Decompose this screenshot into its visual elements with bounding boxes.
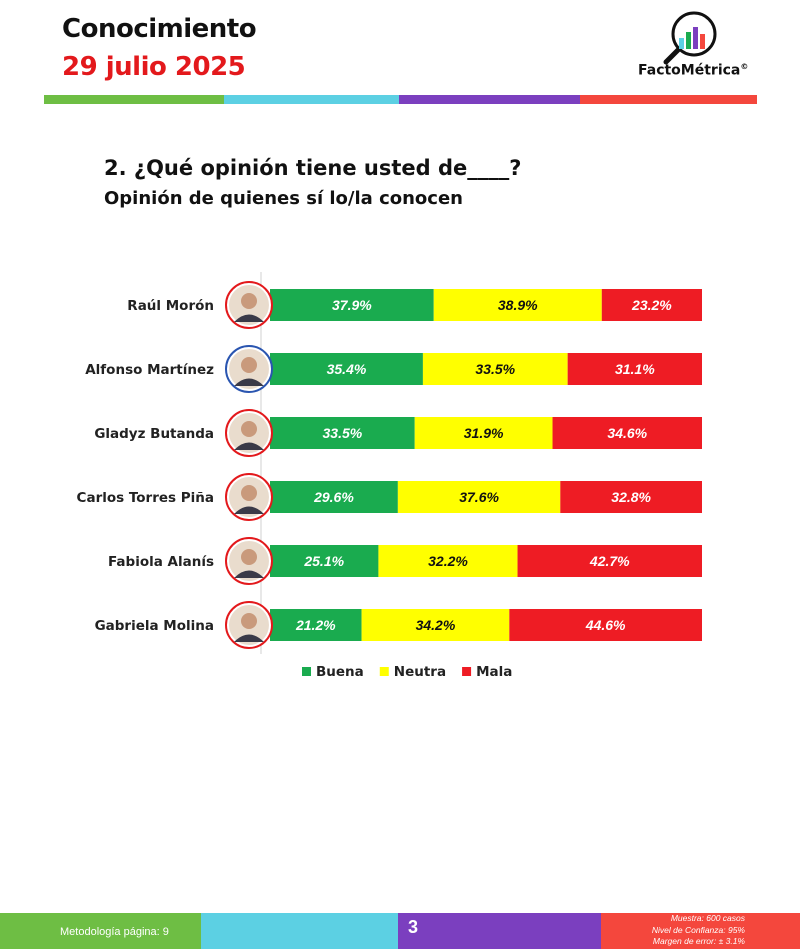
question-subtitle: Opinión de quienes sí lo/la conocen [104, 188, 463, 209]
candidate-face [241, 421, 257, 437]
data-label: 32.8% [611, 489, 651, 505]
bar-mala [552, 417, 702, 449]
data-label: 38.9% [498, 297, 538, 313]
bar-neutra [378, 545, 518, 577]
bar-neutra [361, 609, 510, 641]
category-label: Gabriela Molina [95, 618, 214, 634]
candidate-shoulders [234, 378, 264, 386]
data-label: 23.2% [631, 297, 672, 313]
bar-buena [270, 353, 423, 385]
data-label: 25.1% [303, 553, 344, 569]
bar-buena [270, 417, 415, 449]
page-title: Conocimiento [62, 14, 257, 44]
opinion-stacked-bar-chart: 37.9% 38.9% 23.2% Raúl Morón 35.4% 33.5% 31.1%… [77, 272, 702, 680]
bar-neutra [422, 353, 568, 385]
bar-buena [270, 289, 434, 321]
header-stripe-purple [399, 95, 580, 104]
brand-logo: FactoMétrica© [632, 10, 762, 85]
footer-segment-cyan [201, 913, 398, 949]
legend-label-mala: Mala [476, 664, 512, 680]
bar-neutra [397, 481, 561, 513]
data-label: 37.6% [459, 489, 499, 505]
footer-segment-purple [398, 913, 601, 949]
data-label: 31.9% [464, 425, 504, 441]
data-label: 33.5% [475, 361, 515, 377]
question-text: 2. ¿Qué opinión tiene usted de____? [104, 156, 522, 180]
bar-mala [601, 289, 702, 321]
magnifier-chart-icon [663, 11, 717, 65]
candidate-shoulders [234, 634, 264, 642]
brand-name: FactoMétrica© [638, 62, 749, 79]
data-label: 29.6% [313, 489, 354, 505]
header-stripe-cyan [224, 95, 399, 104]
page-number: 3 [408, 917, 419, 937]
candidate-shoulders [234, 314, 264, 322]
candidate-face [241, 485, 257, 501]
footer-segment-green [0, 913, 201, 949]
category-label: Alfonso Martínez [85, 362, 214, 378]
bar-neutra [433, 289, 602, 321]
legend-label-neutra: Neutra [394, 664, 446, 680]
confidence-note: Nivel de Confianza: 95% [651, 924, 745, 935]
category-label: Fabiola Alanís [108, 554, 214, 570]
bar-mala [560, 481, 702, 513]
bar-neutra [414, 417, 553, 449]
legend-label-buena: Buena [316, 664, 364, 680]
bar-mala [517, 545, 702, 577]
data-label: 34.2% [416, 617, 456, 633]
sample-notes: Muestra: 600 casos Nivel de Confianza: 9… [652, 913, 745, 948]
candidate-face [241, 293, 257, 309]
page-date: 29 julio 2025 [62, 52, 246, 82]
bar-buena [270, 481, 398, 513]
legend-swatch-buena [302, 667, 311, 676]
margin-error-note: Margen de error: ± 3.1% [652, 936, 745, 946]
data-label: 31.1% [615, 361, 655, 377]
header-stripe-green [44, 95, 224, 104]
bar-buena [270, 609, 362, 641]
data-label: 42.7% [589, 553, 630, 569]
data-label: 33.5% [323, 425, 363, 441]
candidate-shoulders [234, 570, 264, 578]
category-label: Carlos Torres Piña [77, 490, 214, 506]
bar-mala [567, 353, 702, 385]
category-label: Raúl Morón [127, 298, 214, 314]
data-label: 21.2% [295, 617, 336, 633]
data-label: 34.6% [607, 425, 647, 441]
legend-swatch-neutra [379, 667, 389, 676]
legend-swatch-mala [462, 667, 472, 676]
data-label: 32.2% [428, 553, 468, 569]
candidate-shoulders [234, 442, 264, 450]
header-stripe-coral [580, 95, 757, 104]
bar-buena [270, 545, 379, 577]
methodology-note: Metodología página: 9 [60, 926, 169, 938]
candidate-shoulders [234, 506, 264, 514]
footer-segment-coral [601, 913, 800, 949]
candidate-face [241, 357, 257, 373]
data-label: 37.9% [332, 297, 372, 313]
sample-size-note: Muestra: 600 casos [670, 913, 745, 923]
data-label: 35.4% [327, 361, 367, 377]
candidate-face [241, 549, 257, 565]
candidate-face [241, 613, 257, 629]
category-label: Gladyz Butanda [94, 426, 214, 442]
bar-mala [509, 609, 702, 641]
data-label: 44.6% [585, 617, 626, 633]
